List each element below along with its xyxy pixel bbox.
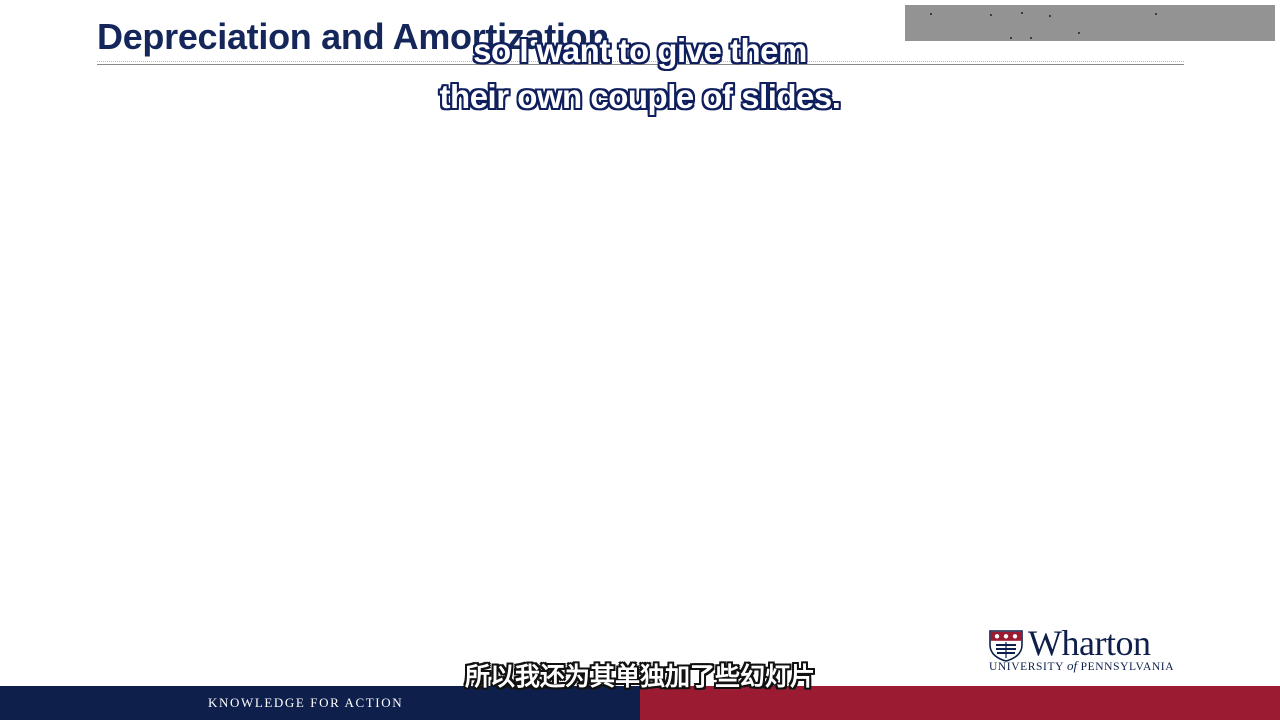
wharton-logo: Wharton UNIVERSITY of PENNSYLVANIA — [988, 623, 1193, 674]
speck — [990, 14, 992, 16]
speck — [1030, 37, 1032, 39]
university-of-pennsylvania: UNIVERSITY of PENNSYLVANIA — [989, 658, 1174, 674]
speck — [930, 13, 932, 15]
penn-shield-icon — [989, 630, 1023, 662]
chinese-subtitle: 所以我还为其单独加了些幻灯片 — [464, 662, 815, 691]
slide-title: Depreciation and Amortization — [97, 16, 610, 57]
speck — [1021, 12, 1023, 14]
speck — [1155, 13, 1157, 15]
english-subtitle-line-1: so I want to give them — [473, 32, 807, 69]
title-underline — [97, 64, 1184, 65]
university-suffix: PENNSYLVANIA — [1077, 661, 1175, 673]
university-prefix: UNIVERSITY — [989, 661, 1068, 673]
footer-tagline: KNOWLEDGE FOR ACTION — [208, 695, 404, 710]
title-underline-dots — [97, 61, 1184, 62]
speck — [1049, 15, 1051, 17]
overlay-gray-box — [905, 5, 1275, 41]
speck — [1010, 37, 1012, 39]
footer-right-red — [640, 686, 1280, 720]
wharton-wordmark: Wharton — [1028, 623, 1151, 663]
footer-bar: KNOWLEDGE FOR ACTION — [0, 686, 1280, 720]
english-subtitle: so I want to give them their own couple … — [300, 28, 980, 120]
speck — [1078, 32, 1080, 34]
english-subtitle-line-2: their own couple of slides. — [439, 78, 841, 115]
university-of: of — [1067, 658, 1078, 673]
footer-left-navy: KNOWLEDGE FOR ACTION — [0, 686, 640, 720]
